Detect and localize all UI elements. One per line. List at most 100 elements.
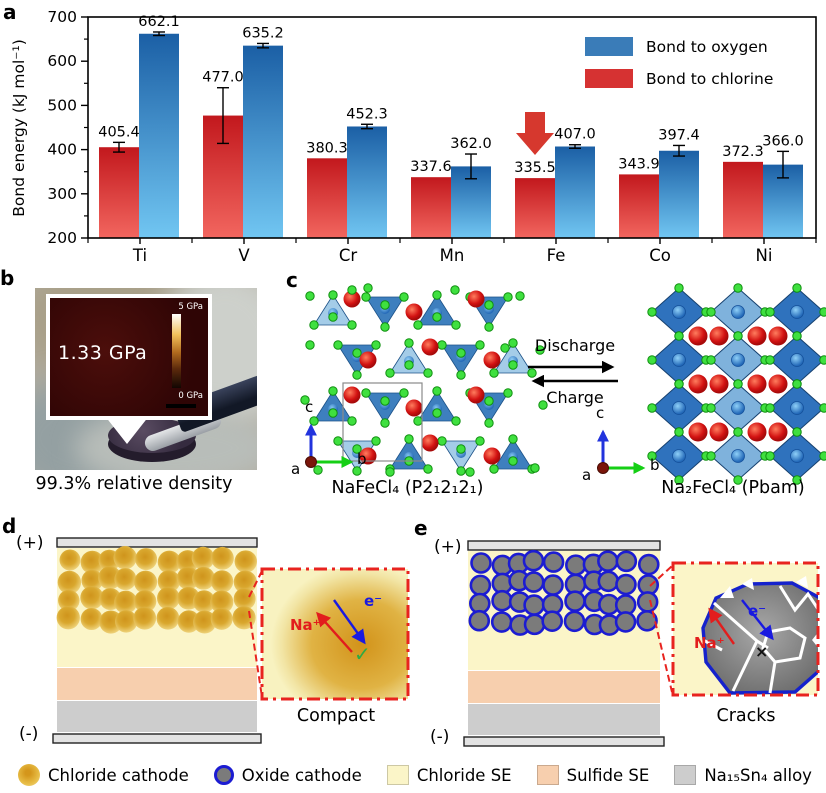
chloride-cathode-particle	[177, 586, 200, 610]
cracks-inset-bg	[673, 563, 818, 695]
chlorine-atom	[733, 283, 743, 293]
sodium-atom	[768, 374, 788, 394]
x-category-label: Mn	[440, 246, 465, 265]
oxide-cathode-particle	[542, 551, 565, 573]
iron-atom	[380, 400, 390, 410]
axis-a-label-left: a	[291, 460, 301, 478]
magnifier-connector	[649, 565, 673, 587]
chlorine-atom	[484, 396, 494, 406]
chloride-cathode-particle	[98, 549, 121, 572]
oxide-cathode-particle	[541, 593, 564, 616]
oxide-cathode-particle	[470, 552, 492, 574]
chlorine-atom	[451, 320, 461, 330]
chlorine-atom	[432, 290, 442, 300]
y-tick-label: 600	[47, 52, 77, 70]
panel-e-cross-mark: ×	[755, 642, 769, 661]
iron-atom	[404, 356, 414, 366]
cracks-inset-border	[671, 561, 820, 697]
fecl6-octahedron	[651, 335, 707, 385]
chlorine-atom	[404, 434, 414, 444]
x-category-label: Fe	[547, 246, 566, 265]
axis-a-label-right: a	[582, 466, 592, 484]
chlorine-atom	[819, 355, 826, 365]
sodium-atom	[747, 374, 767, 394]
chlorine-atom	[347, 416, 357, 426]
chlorine-atom	[701, 403, 711, 413]
chlorine-atom	[347, 320, 357, 330]
chlorine-atom	[819, 307, 826, 317]
chlorine-atom	[489, 368, 499, 378]
crack-line	[731, 640, 759, 692]
chlorine-atom	[385, 464, 395, 474]
chlorine-atom	[371, 340, 381, 350]
oxide-cathode-swatch	[213, 765, 234, 785]
highlight-down-arrow	[516, 112, 554, 155]
oxide-cathode-particle	[564, 590, 586, 612]
chloride-cathode-particle	[157, 586, 180, 610]
chlorine-atom	[701, 307, 711, 317]
iron-atom	[328, 308, 338, 318]
x-category-label: Cr	[339, 246, 358, 265]
oxide-cathode-particle	[491, 554, 514, 577]
sodium-atom	[709, 374, 729, 394]
iron-atom	[790, 305, 804, 319]
bar-value-label: 372.3	[722, 144, 764, 160]
chlorine-atom	[792, 283, 802, 293]
bar-value-label: 477.0	[202, 70, 244, 86]
bar-value-label: 366.0	[762, 133, 804, 149]
chloride-cathode-particle	[80, 608, 103, 631]
colorbar-min-label: 0 GPa	[178, 391, 203, 401]
fecl4-tetrahedron	[313, 294, 353, 326]
oxide-cathode-particle	[636, 591, 659, 613]
chlorine-atom	[701, 355, 711, 365]
sodium-atom	[688, 326, 708, 346]
chloride-cathode-particle	[133, 590, 157, 613]
oxide-cathode-particle	[563, 610, 586, 633]
panel-b-letter: b	[0, 266, 15, 290]
fecl4-tetrahedron	[441, 344, 481, 376]
legend-row-oxygen: Bond to oxygen	[585, 37, 773, 56]
crack-line	[761, 626, 807, 664]
oxygen-swatch	[585, 37, 633, 56]
chlorine-atom	[792, 427, 802, 437]
oxide-cathode-label: Oxide cathode	[241, 765, 362, 785]
y-tick-label: 400	[47, 141, 77, 159]
chlorine-atom	[792, 331, 802, 341]
y-tick-label: 200	[47, 229, 77, 247]
oxide-cathode-particle	[522, 549, 545, 572]
chlorine-atom	[527, 368, 537, 378]
panel-e-negative-label: (-)	[430, 727, 450, 747]
x-category-label: Ti	[132, 246, 147, 265]
iron-atom	[432, 404, 442, 414]
iron-atom	[456, 448, 466, 458]
chlorine-atom	[465, 388, 475, 398]
panel-b-caption: 99.3% relative density	[35, 474, 233, 494]
chlorine-atom	[733, 427, 743, 437]
iron-atom	[672, 401, 686, 415]
left-structure-label: NaFeCl₄ (P2₁2₁2₁)	[331, 478, 484, 498]
fecl6-octahedron	[769, 383, 825, 433]
iron-atom	[380, 304, 390, 314]
electron-path-arrow	[333, 599, 366, 645]
chlorine-atom	[484, 322, 494, 332]
chlorine-atom	[305, 291, 315, 301]
chloride-cathode-particle	[192, 566, 215, 590]
chlorine-atom	[760, 403, 770, 413]
chlorine-atom	[313, 465, 323, 475]
chlorine-legend-label: Bond to chlorine	[646, 69, 774, 88]
chlorine-atom	[465, 467, 475, 477]
oxide-cathode-particle	[597, 570, 620, 593]
fecl4-tetrahedron	[337, 344, 377, 376]
sodium-atom	[688, 374, 708, 394]
fecl4-tetrahedron	[469, 392, 509, 424]
alloy-layer	[57, 701, 257, 732]
chlorine-atom	[674, 331, 684, 341]
chlorine-atom	[674, 283, 684, 293]
chlorine-atom	[760, 307, 770, 317]
sodium-atom	[467, 386, 485, 404]
chlorine-atom	[456, 444, 466, 454]
a-axis-origin-dot	[305, 456, 317, 468]
bar-Bond-to-chlorine-Co	[619, 174, 659, 238]
chlorine-atom	[399, 292, 409, 302]
fecl6-octahedron	[710, 287, 766, 337]
